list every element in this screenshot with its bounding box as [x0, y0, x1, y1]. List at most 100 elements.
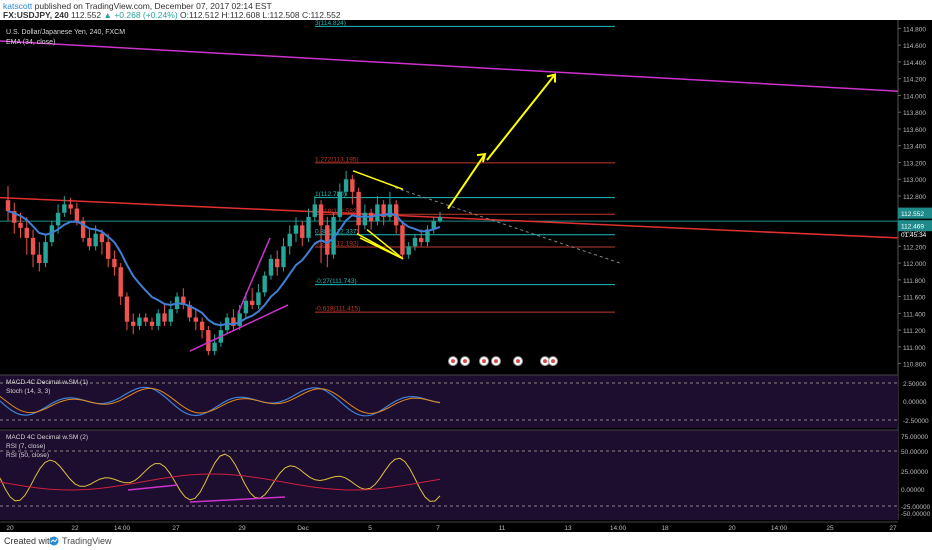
- economic-event-flag-icon: [543, 359, 547, 364]
- candle-body: [231, 317, 236, 326]
- projection-arrow: [447, 153, 486, 210]
- candle-body: [162, 313, 167, 322]
- candle-body: [143, 317, 148, 322]
- macd-pane-background: [0, 375, 898, 428]
- economic-event-flag-icon: [482, 359, 486, 364]
- y-tick-label: 110.800: [903, 362, 926, 369]
- candle-body: [193, 317, 199, 322]
- candle-body: [400, 225, 405, 255]
- stoch-k-line: [0, 386, 441, 417]
- y-tick-label: 112.000: [903, 261, 926, 268]
- yellow-wedge-line: [352, 170, 404, 190]
- fib-level-label: 0.236(112.192): [315, 240, 359, 247]
- rsi-y-tick-label: -25.00000: [901, 504, 931, 511]
- candle-body: [181, 296, 186, 305]
- rsi-y-tick-label: 25.00000: [901, 469, 928, 476]
- red-trendline: [0, 196, 899, 239]
- x-tick-label: 11: [499, 525, 506, 532]
- rsi-y-tick-label: 50.00000: [901, 449, 928, 456]
- candle-body: [149, 321, 155, 326]
- rsi50-label: RSI (50, close): [6, 452, 49, 459]
- x-tick-label: 22: [71, 525, 79, 532]
- candle-body: [118, 267, 123, 297]
- candle-body: [412, 237, 418, 247]
- candle-body: [156, 313, 161, 326]
- y-tick-label: 113.400: [903, 144, 926, 151]
- x-tick-label: Dec: [297, 525, 309, 532]
- tradingview-brand[interactable]: TradingView: [62, 536, 112, 546]
- y-tick-label: 112.200: [903, 244, 926, 251]
- candle-body: [362, 212, 368, 226]
- candle-body: [249, 300, 255, 305]
- candle-body: [293, 225, 299, 234]
- macd-pane-label: MACD 4C Decimal w.SM (1): [6, 379, 88, 386]
- rsi-y-tick-label: 0.00000: [901, 487, 925, 494]
- x-tick-label: 18: [661, 525, 669, 532]
- ema-line: [7, 210, 441, 327]
- candle-body: [256, 292, 261, 305]
- candle-body: [419, 237, 424, 243]
- candle-body: [337, 191, 343, 217]
- quote-line: FX:USDJPY, 240 112.552 ▲ +0.268 (+0.24%)…: [3, 10, 341, 20]
- projection-arrow: [486, 73, 556, 161]
- candle-body: [437, 216, 443, 222]
- candle-body: [425, 229, 430, 243]
- candle-body: [93, 233, 98, 247]
- publish-header: katscott published on TradingView.com, D…: [0, 0, 932, 20]
- candle-body: [268, 258, 274, 276]
- candle-body: [243, 300, 249, 314]
- yellow-wedge-line: [366, 228, 404, 260]
- y-tick-label: 112.800: [903, 194, 926, 201]
- candle-body: [18, 222, 23, 228]
- chart-area[interactable]: 114.800 114.600 114.400 114.200 114.000 113.8…: [0, 20, 932, 532]
- candle-body: [199, 321, 205, 331]
- x-tick-label: 27: [889, 525, 897, 532]
- chart-svg[interactable]: 114.800 114.600 114.400 114.200 114.000 113.8…: [0, 20, 932, 532]
- y-tick-label: 111.400: [903, 311, 926, 318]
- y-tick-label: 113.000: [903, 177, 926, 184]
- candle-body: [212, 342, 217, 352]
- macd-y-tick-label: -2.50000: [903, 418, 929, 425]
- rsi7-line: [0, 453, 441, 502]
- x-tick-label: 14:00: [610, 525, 627, 532]
- fib-level-label: 0.382(112.337): [315, 228, 359, 235]
- fib-level-label: -0.27(111.743): [315, 278, 357, 285]
- economic-event-flag-icon: [551, 359, 555, 364]
- y-tick-label: 113.200: [903, 160, 926, 167]
- candle-body: [300, 225, 305, 238]
- ema-price-label: 112.469: [901, 224, 924, 231]
- ema-price-badge: [898, 220, 932, 232]
- candle-body: [350, 179, 355, 192]
- candle-body: [43, 242, 48, 264]
- magenta-support-line: [237, 237, 271, 314]
- candle-body: [112, 258, 117, 268]
- fib-level-label: 1(112.780): [315, 191, 346, 198]
- rsi-pane-label: MACD 4C Decimal w.SM (2): [6, 434, 88, 441]
- candle-body: [262, 275, 267, 293]
- candle-body: [287, 233, 292, 247]
- fib-level-label: -0.618(111.415): [315, 306, 360, 313]
- y-tick-label: 111.000: [903, 345, 926, 352]
- macd-y-tick-label: 2.50000: [903, 381, 927, 388]
- candle-body: [68, 204, 73, 209]
- rsi-pane-background: [0, 430, 898, 520]
- y-tick-label: 114.200: [903, 77, 926, 84]
- x-tick-label: 5: [368, 525, 372, 532]
- x-tick-label: 27: [172, 525, 180, 532]
- candle-body: [237, 313, 242, 326]
- x-tick-label: 14:00: [114, 525, 131, 532]
- rsi-divergence-line: [189, 496, 286, 503]
- candle-body: [55, 212, 61, 226]
- candle-body: [431, 221, 436, 230]
- y-tick-label: 114.000: [903, 93, 926, 100]
- ema-legend-label: EMA (34, close): [6, 39, 55, 46]
- candle-body: [331, 216, 336, 255]
- economic-event-flag-icon: [494, 359, 498, 364]
- rsi-y-tick-label: -50.00000: [901, 511, 931, 518]
- candle-body: [325, 225, 330, 255]
- candle-body: [74, 208, 80, 222]
- change-arrow-icon: ▲: [103, 10, 112, 20]
- publisher-link[interactable]: katscott: [3, 1, 33, 11]
- candle-body: [312, 204, 317, 217]
- x-tick-label: 13: [564, 525, 572, 532]
